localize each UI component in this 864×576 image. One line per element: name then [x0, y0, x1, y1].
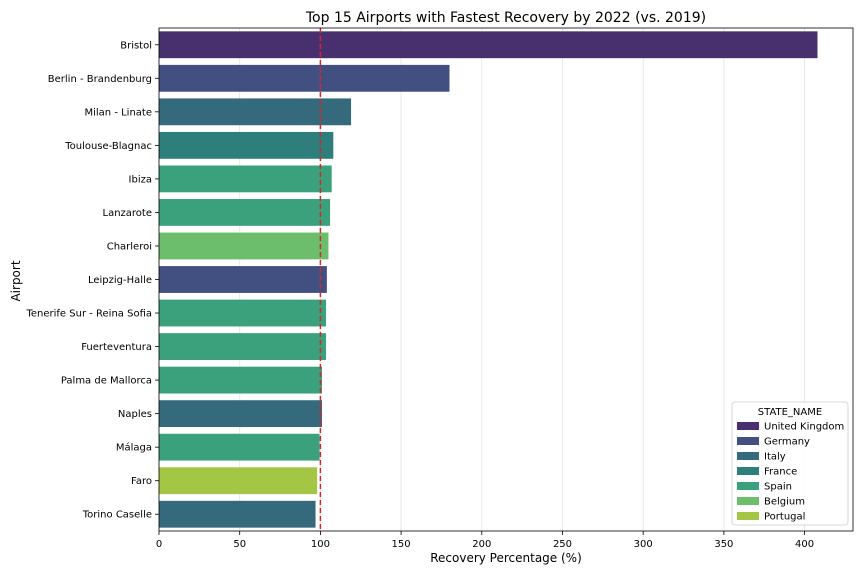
bar: [159, 232, 329, 260]
bar: [159, 31, 818, 59]
y-axis-ticks: Bristol Berlin - Brandenburg Milan - Linat…: [25, 40, 159, 521]
x-tick-label: 0: [156, 539, 162, 550]
x-tick-label: 400: [795, 539, 814, 550]
bar: [159, 266, 327, 293]
legend-swatch: [737, 512, 759, 520]
y-tick-label: Milan - Linate: [84, 107, 152, 118]
bar: [159, 500, 316, 528]
y-tick-label: Berlin - Brandenburg: [48, 74, 152, 85]
bar: [159, 467, 318, 495]
legend-entry: Germany: [764, 437, 810, 448]
x-tick-label: 250: [553, 539, 572, 550]
legend-entry: France: [764, 467, 797, 478]
x-tick-label: 100: [311, 539, 330, 550]
y-tick-label: Bristol: [120, 40, 152, 51]
legend-swatch: [737, 467, 759, 475]
legend-entry: Belgium: [764, 497, 805, 508]
bar: [159, 400, 323, 428]
bar: [159, 131, 334, 159]
legend-title: STATE_NAME: [758, 407, 822, 418]
y-tick-label: Lanzarote: [103, 208, 153, 219]
y-tick-label: Ibiza: [129, 174, 152, 185]
legend-swatch: [737, 482, 759, 490]
y-tick-label: Palma de Mallorca: [61, 376, 152, 387]
bar: [159, 433, 320, 461]
y-tick-label: Naples: [118, 409, 152, 420]
y-tick-label: Charleroi: [107, 241, 152, 252]
x-tick-label: 50: [233, 539, 246, 550]
bar: [159, 333, 327, 360]
legend-entry: Italy: [764, 452, 786, 463]
legend-swatch: [737, 437, 759, 445]
legend: STATE_NAME United Kingdom Germany Italy Fran…: [731, 401, 849, 526]
bar: [159, 98, 352, 126]
y-tick-label: Fuerteventura: [81, 342, 152, 353]
bar: [159, 366, 323, 394]
x-axis-label: Recovery Percentage (%): [430, 551, 582, 565]
x-tick-label: 300: [634, 539, 653, 550]
bar: [159, 299, 327, 327]
y-tick-label: Toulouse-Blagnac: [64, 141, 152, 152]
legend-entry: Spain: [764, 482, 792, 493]
legend-swatch: [737, 422, 759, 430]
legend-swatch: [737, 452, 759, 460]
y-tick-label: Málaga: [116, 442, 152, 454]
x-tick-label: 200: [472, 539, 491, 550]
y-tick-label: Tenerife Sur - Reina Sofia: [25, 309, 152, 320]
y-tick-label: Faro: [131, 476, 152, 487]
y-axis-label: Airport: [9, 260, 23, 301]
chart-title: Top 15 Airports with Fastest Recovery by…: [305, 10, 706, 26]
x-tick-label: 150: [392, 539, 411, 550]
y-tick-label: Torino Caselle: [82, 510, 152, 521]
bars: [159, 31, 818, 528]
y-tick-label: Leipzig-Halle: [88, 275, 152, 286]
legend-entry: Portugal: [764, 512, 805, 523]
x-tick-label: 350: [714, 539, 733, 550]
legend-entry: United Kingdom: [764, 422, 844, 433]
legend-swatch: [737, 497, 759, 505]
bar: [159, 199, 331, 226]
bar: [159, 64, 450, 92]
legend-box: [731, 401, 849, 526]
x-axis-ticks: 0 50 100 150 200 250 300 350 400: [156, 531, 814, 550]
bar: [159, 165, 332, 193]
